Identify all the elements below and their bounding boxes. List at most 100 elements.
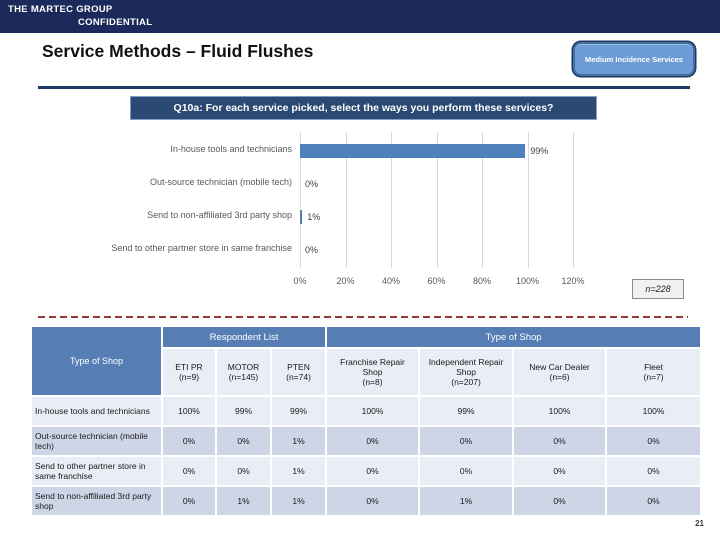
- chart-plot: 99% 0% 1% 0%: [300, 132, 574, 268]
- table-cell-value: 0%: [161, 485, 217, 517]
- results-table: Type of Shop Respondent List Type of Shop E…: [30, 325, 703, 517]
- chart-bar-row: 99%: [300, 134, 573, 167]
- table-column-header: Independent Repair Shop (n=207): [418, 347, 515, 397]
- table-cell-value: 0%: [512, 485, 608, 517]
- table-column-header: PTEN (n=74): [269, 347, 328, 397]
- table-cell-value: 0%: [215, 425, 272, 457]
- chart-gridline: [391, 132, 392, 268]
- bar-value-label: 1%: [307, 211, 321, 222]
- column-sample-size: (n=74): [286, 372, 311, 382]
- page-number: 21: [695, 519, 704, 528]
- table-row-label: Send to non-affiliated 3rd party shop: [30, 485, 163, 517]
- table-column-header: New Car Dealer (n=6): [512, 347, 608, 397]
- table-group-header: Type of Shop: [325, 325, 703, 349]
- table-column-header: Franchise Repair Shop (n=8): [325, 347, 421, 397]
- column-name: Franchise Repair Shop: [340, 357, 405, 377]
- table-cell-value: 99%: [269, 395, 328, 427]
- table-cell-value: 1%: [215, 485, 272, 517]
- chart-gridline: [345, 132, 347, 268]
- table-cell-value: 0%: [605, 485, 703, 517]
- column-name: MOTOR: [227, 362, 260, 372]
- column-name: PTEN: [287, 362, 310, 372]
- table-cell-value: 0%: [215, 455, 272, 487]
- column-name: Independent Repair Shop: [428, 357, 504, 377]
- table-cell-value: 0%: [325, 455, 421, 487]
- chart-gridline: [482, 132, 483, 268]
- table-cell-value: 100%: [161, 395, 217, 427]
- table-cell-value: 100%: [325, 395, 421, 427]
- chart-bar-row: 0%: [300, 167, 573, 200]
- column-name: Fleet: [644, 362, 663, 372]
- chart-x-axis: 0% 20% 40% 60% 80% 100% 120%: [293, 276, 584, 288]
- table-row: In-house tools and technicians 100% 99% 99%…: [30, 395, 703, 427]
- column-sample-size: (n=8): [362, 377, 383, 387]
- column-sample-size: (n=145): [228, 372, 259, 382]
- table-row: Send to non-affiliated 3rd party shop 0% 1…: [30, 485, 703, 517]
- table-column-header: MOTOR (n=145): [215, 347, 272, 397]
- header-bar: THE MARTEC GROUP CONFIDENTIAL: [0, 0, 720, 33]
- table-cell-value: 0%: [325, 425, 421, 457]
- table-cell-value: 99%: [418, 395, 515, 427]
- section-divider-dashed: [38, 316, 688, 318]
- brand-text: THE MARTEC GROUP: [8, 4, 113, 15]
- chart-category-label: Send to non-affiliated 3rd party shop: [147, 209, 292, 220]
- column-name: ETI PR: [175, 362, 203, 372]
- table-row-label: Send to other partner store in same fran…: [30, 455, 163, 487]
- table-column-header: Fleet (n=7): [605, 347, 703, 397]
- chart-bar-row: 0%: [300, 233, 573, 266]
- table-cell-value: 1%: [269, 455, 328, 487]
- x-axis-tick-label: 60%: [427, 276, 446, 286]
- table-group-header: Respondent List: [160, 325, 328, 349]
- table-cell-value: 100%: [512, 395, 608, 427]
- table-row: Out-source technician (mobile tech) 0% 0% 1…: [30, 425, 703, 457]
- confidential-text: CONFIDENTIAL: [78, 17, 153, 28]
- table-cell-value: 0%: [161, 455, 217, 487]
- bar-value-label: 0%: [305, 178, 319, 189]
- x-axis-tick-label: 40%: [381, 276, 401, 286]
- bar-value-label: 99%: [530, 145, 549, 156]
- table-column-header: ETI PR (n=9): [161, 347, 217, 397]
- table-row: Send to other partner store in same fran…: [30, 455, 703, 487]
- x-axis-tick-label: 80%: [472, 276, 492, 286]
- title-divider: [38, 86, 690, 89]
- chart-bar-row: 1%: [300, 200, 573, 233]
- x-axis-tick-label: 0%: [293, 276, 307, 286]
- chart-category-label: Send to other partner store in same fran…: [111, 242, 292, 253]
- table-cell-value: 1%: [269, 425, 328, 457]
- sample-size-box: n=228: [632, 279, 684, 299]
- chart-gridline: [527, 132, 529, 268]
- table-cell-value: 0%: [418, 425, 515, 457]
- chart-gridline: [573, 132, 574, 268]
- table-cell-value: 0%: [605, 455, 703, 487]
- table-cell-value: 0%: [418, 455, 515, 487]
- slide-title: Service Methods – Fluid Flushes: [42, 41, 314, 61]
- incidence-badge: Medium Incidence Services: [573, 42, 695, 76]
- table-row-label: Out-source technician (mobile tech): [30, 425, 163, 457]
- column-sample-size: (n=207): [451, 377, 481, 387]
- table-cell-value: 1%: [418, 485, 515, 517]
- column-name: New Car Dealer: [529, 362, 590, 372]
- table-cell-value: 1%: [269, 485, 328, 517]
- chart-category-label: Out-source technician (mobile tech): [149, 176, 292, 187]
- x-axis-tick-label: 120%: [561, 276, 585, 286]
- table-cell-value: 0%: [325, 485, 421, 517]
- chart-gridline: [300, 132, 301, 268]
- column-sample-size: (n=9): [178, 372, 200, 382]
- x-axis-tick-label: 20%: [336, 276, 355, 286]
- column-sample-size: (n=7): [643, 372, 664, 382]
- table-cell-value: 100%: [605, 395, 703, 427]
- table-corner-header: Type of Shop: [30, 325, 163, 397]
- table-cell-value: 0%: [512, 425, 608, 457]
- chart-category-label: In-house tools and technicians: [170, 143, 292, 154]
- chart-bar: [300, 143, 526, 158]
- table-cell-value: 0%: [161, 425, 217, 457]
- table-cell-value: 0%: [512, 455, 608, 487]
- chart-gridline: [436, 132, 438, 268]
- chart-category-labels: In-house tools and technicians Out-source…: [40, 132, 292, 264]
- table-row-label: In-house tools and technicians: [30, 395, 163, 427]
- column-sample-size: (n=6): [549, 372, 570, 382]
- table-cell-value: 99%: [215, 395, 272, 427]
- question-banner: Q10a: For each service picked, select th…: [130, 96, 597, 120]
- bar-value-label: 0%: [305, 244, 319, 255]
